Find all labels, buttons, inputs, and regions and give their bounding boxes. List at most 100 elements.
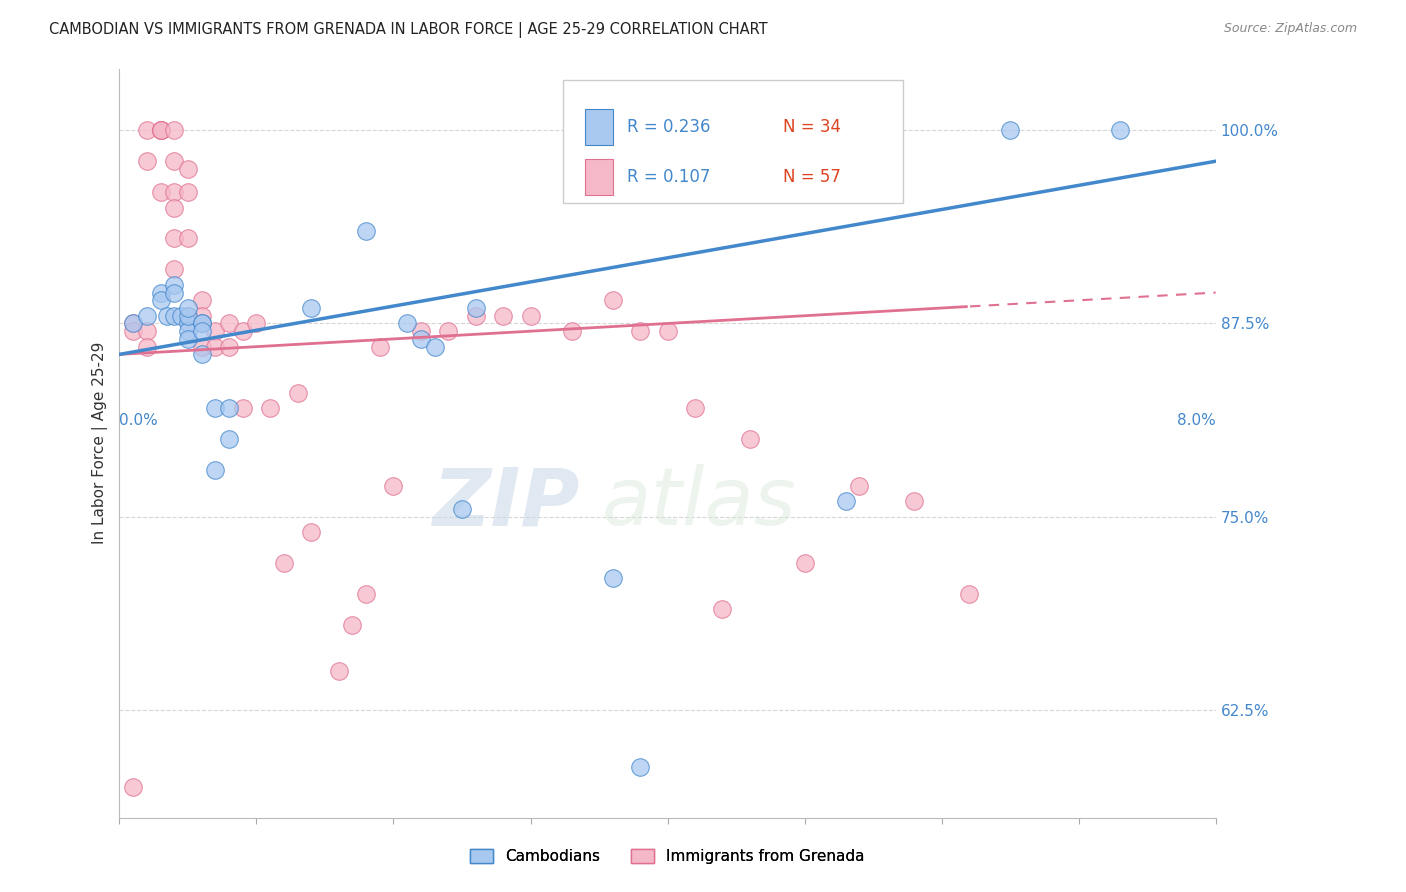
Point <box>190 324 212 338</box>
Point <box>190 293 212 308</box>
Point <box>163 277 186 292</box>
Point <box>328 664 350 678</box>
Point <box>149 185 172 199</box>
Legend: Cambodians, Immigrants from Grenada: Cambodians, Immigrants from Grenada <box>464 843 870 871</box>
Point <box>409 332 432 346</box>
Point <box>848 479 870 493</box>
Point <box>218 340 240 354</box>
Point <box>409 324 432 338</box>
Point <box>628 324 651 338</box>
Point <box>149 123 172 137</box>
Point <box>122 780 145 794</box>
Text: N = 57: N = 57 <box>783 169 841 186</box>
Point <box>177 185 200 199</box>
Point <box>156 309 179 323</box>
Y-axis label: In Labor Force | Age 25-29: In Labor Force | Age 25-29 <box>93 342 108 544</box>
Point <box>423 340 446 354</box>
Point <box>149 123 172 137</box>
Point <box>287 386 309 401</box>
Point <box>903 494 925 508</box>
Point <box>299 301 322 315</box>
Text: atlas: atlas <box>602 464 797 542</box>
Point <box>177 161 200 176</box>
Point <box>561 324 583 338</box>
Point <box>602 293 624 308</box>
Point <box>149 123 172 137</box>
Point <box>163 285 186 300</box>
Point <box>711 602 734 616</box>
Point <box>163 201 186 215</box>
Point <box>957 587 980 601</box>
Point <box>683 401 706 416</box>
Point <box>177 324 200 338</box>
Point <box>382 479 405 493</box>
Point <box>190 340 212 354</box>
Point <box>177 309 200 323</box>
Point <box>245 317 267 331</box>
Point <box>492 309 515 323</box>
Text: ZIP: ZIP <box>433 464 579 542</box>
FancyBboxPatch shape <box>564 79 903 203</box>
Point <box>122 324 145 338</box>
Point <box>437 324 460 338</box>
Point <box>204 340 226 354</box>
Point <box>190 317 212 331</box>
Point <box>273 556 295 570</box>
Point <box>342 617 364 632</box>
Text: R = 0.236: R = 0.236 <box>627 118 710 136</box>
Point <box>149 293 172 308</box>
Point <box>177 332 200 346</box>
Point <box>628 760 651 774</box>
Point <box>793 556 815 570</box>
Point <box>464 301 486 315</box>
FancyBboxPatch shape <box>585 109 613 145</box>
Point <box>396 317 419 331</box>
Point <box>519 309 541 323</box>
Text: N = 34: N = 34 <box>783 118 841 136</box>
Point <box>368 340 391 354</box>
Point <box>163 309 186 323</box>
Point <box>135 324 157 338</box>
Point <box>998 123 1021 137</box>
Point <box>232 401 254 416</box>
Point <box>299 524 322 539</box>
Point <box>135 123 157 137</box>
Point <box>218 401 240 416</box>
Point <box>738 433 761 447</box>
Point <box>170 309 193 323</box>
Point <box>163 123 186 137</box>
Point <box>657 324 679 338</box>
Point <box>204 401 226 416</box>
Point <box>163 262 186 277</box>
Point <box>204 463 226 477</box>
Text: Source: ZipAtlas.com: Source: ZipAtlas.com <box>1223 22 1357 36</box>
Point <box>177 309 200 323</box>
Text: 0.0%: 0.0% <box>120 413 159 428</box>
Point <box>177 301 200 315</box>
FancyBboxPatch shape <box>585 159 613 195</box>
Point <box>122 317 145 331</box>
Point <box>218 433 240 447</box>
Point <box>218 317 240 331</box>
Point <box>451 502 474 516</box>
Point <box>177 317 200 331</box>
Point <box>149 123 172 137</box>
Text: 8.0%: 8.0% <box>1177 413 1216 428</box>
Point <box>259 401 281 416</box>
Point <box>602 571 624 585</box>
Point <box>135 309 157 323</box>
Point <box>354 587 377 601</box>
Text: CAMBODIAN VS IMMIGRANTS FROM GRENADA IN LABOR FORCE | AGE 25-29 CORRELATION CHAR: CAMBODIAN VS IMMIGRANTS FROM GRENADA IN … <box>49 22 768 38</box>
Point <box>190 347 212 361</box>
Point <box>135 340 157 354</box>
Point <box>149 285 172 300</box>
Point <box>354 224 377 238</box>
Point <box>204 324 226 338</box>
Text: R = 0.107: R = 0.107 <box>627 169 710 186</box>
Point <box>834 494 856 508</box>
Point <box>190 317 212 331</box>
Point <box>190 309 212 323</box>
Point <box>163 154 186 169</box>
Point <box>232 324 254 338</box>
Point <box>163 231 186 245</box>
